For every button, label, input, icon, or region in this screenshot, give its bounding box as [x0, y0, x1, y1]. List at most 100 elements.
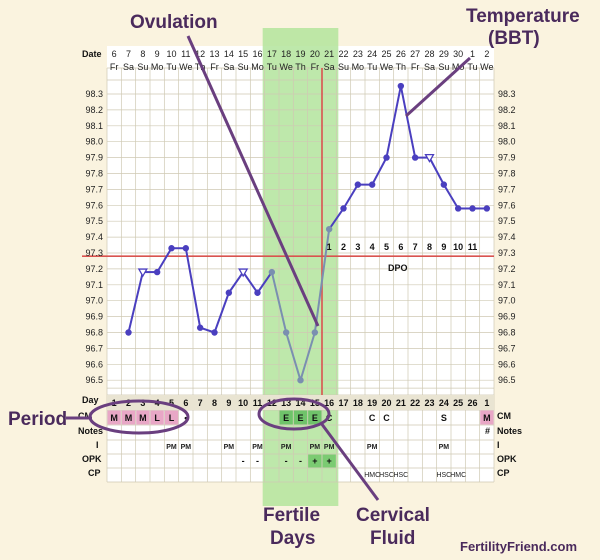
weekday-label: Mo [352, 62, 365, 72]
cycle-day-label: 3 [140, 398, 145, 408]
weekday-label: We [279, 62, 292, 72]
temperature-point [340, 205, 347, 212]
temperature-segment [285, 332, 302, 381]
dpo-number: 1 [327, 242, 332, 252]
period-cell-text: M [483, 413, 491, 423]
date-label: 11 [181, 49, 190, 59]
dpo-number: 5 [384, 242, 389, 252]
cervical-fluid-text: E [283, 413, 289, 423]
y-tick-label-right: 97.9 [498, 153, 516, 163]
temperature-segment [299, 332, 316, 381]
y-tick-label-left: 97.4 [85, 232, 103, 242]
date-label: 21 [324, 49, 334, 59]
cycle-day-label: 23 [424, 398, 434, 408]
weekday-label: Fr [311, 62, 320, 72]
date-label: 10 [166, 49, 176, 59]
y-tick-label-right: 96.5 [498, 375, 516, 385]
period-cell [121, 410, 136, 425]
cycle-day-label: 11 [253, 398, 263, 408]
y-tick-label-left: 98.1 [85, 121, 103, 131]
ovulation-annotation: Ovulation [130, 12, 218, 33]
cycle-day-label: 19 [367, 398, 377, 408]
weekday-label: Th [295, 62, 306, 72]
y-tick-label-left: 98.2 [85, 105, 103, 115]
cycle-day-label: 25 [453, 398, 463, 408]
date-label: 12 [195, 49, 205, 59]
date-label: 26 [396, 49, 406, 59]
date-label: 25 [381, 49, 391, 59]
intercourse-cell-text: PM [281, 444, 292, 451]
dpo-number: 11 [468, 242, 478, 252]
temperature-segment [371, 157, 388, 186]
day-row-background [107, 395, 494, 410]
temperature-point [383, 154, 390, 161]
period-annotation: Period [8, 409, 67, 430]
period-cell-text: L [169, 413, 175, 423]
temperature-point [297, 377, 304, 384]
dpo-number: 8 [427, 242, 432, 252]
cycle-day-label: 1 [484, 398, 489, 408]
cervical-fluid-text: C [383, 413, 390, 423]
y-tick-label-left: 97.7 [85, 184, 103, 194]
cycle-day-label: 26 [467, 398, 477, 408]
temperature-segment [213, 292, 230, 333]
cervical-fluid-ellipse [257, 397, 331, 431]
cp-row-label-right: CP [497, 468, 510, 478]
cycle-day-label: 22 [410, 398, 420, 408]
date-label: 22 [338, 49, 348, 59]
temperature-segment [442, 184, 460, 209]
temperature-segment [328, 207, 345, 230]
y-tick-label-left: 98.0 [85, 137, 103, 147]
weekday-label: Su [338, 62, 349, 72]
date-label: 13 [209, 49, 219, 59]
temperature-point-open [137, 268, 148, 278]
y-tick-label-left: 97.5 [85, 216, 103, 226]
temperature-point [483, 205, 491, 212]
i-row-label: I [96, 440, 99, 450]
cycle-day-label: 8 [212, 398, 217, 408]
opk-positive-cell [322, 454, 336, 468]
temperature-point [153, 268, 161, 276]
cervical-fluid-pointer [319, 422, 380, 501]
date-label: 15 [238, 49, 248, 59]
y-tick-label-right: 96.6 [498, 359, 516, 369]
weekday-label: We [480, 62, 493, 72]
date-label: 1 [470, 49, 475, 59]
date-label: 7 [126, 49, 131, 59]
y-tick-label-right: 97.1 [498, 280, 516, 290]
y-tick-label-right: 98.2 [498, 105, 516, 115]
cervical-fluid-cell [308, 410, 322, 425]
temperature-point [469, 205, 476, 212]
temperature-segment [270, 271, 288, 333]
weekday-label: Fr [210, 62, 219, 72]
temperature-point [454, 205, 462, 212]
y-tick-label-right: 98.0 [498, 137, 516, 147]
temperature-segment [242, 271, 259, 294]
dpo-number: 9 [441, 242, 446, 252]
weekday-label: Tu [467, 62, 477, 72]
temperature-point-open [238, 268, 249, 278]
temperature-point [368, 181, 376, 188]
temperature-point [168, 245, 175, 252]
y-tick-label-right: 97.6 [498, 200, 516, 210]
intercourse-cell-text: PM [439, 444, 450, 451]
period-cell-text: L [154, 413, 160, 423]
day-row-label: Day [82, 395, 99, 405]
y-tick-label-left: 97.6 [85, 200, 103, 210]
cycle-day-label: 14 [295, 398, 305, 408]
date-label: 29 [439, 49, 449, 59]
cycle-day-label: 24 [439, 398, 449, 408]
weekday-label: Sa [324, 62, 335, 72]
opk-cell-text: - [285, 456, 288, 466]
period-ellipse [88, 399, 190, 435]
y-tick-label-right: 96.9 [498, 312, 516, 322]
dpo-number: 2 [341, 242, 346, 252]
cycle-day-label: 17 [338, 398, 348, 408]
y-tick-label-left: 96.6 [85, 359, 103, 369]
period-cell-text: M [125, 413, 133, 423]
weekday-label: Sa [223, 62, 234, 72]
opk-cell-text: - [256, 456, 259, 466]
weekday-label: Sa [123, 62, 134, 72]
cervical-fluid-cell [293, 410, 308, 425]
